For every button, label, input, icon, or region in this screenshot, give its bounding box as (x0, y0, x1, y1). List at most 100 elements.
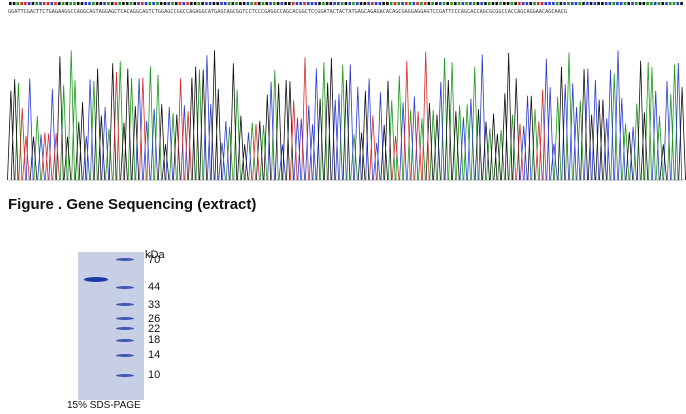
base-tick (54, 2, 57, 5)
base-tick (638, 2, 642, 5)
base-tick (250, 2, 253, 5)
base-tick (438, 2, 442, 5)
base-tick (389, 2, 393, 5)
base-tick (208, 2, 212, 5)
base-tick (12, 2, 16, 5)
figure-caption: Figure . Gene Sequencing (extract) (8, 196, 257, 213)
base-tick (69, 2, 72, 5)
base-tick (608, 2, 612, 5)
base-tick (401, 2, 404, 5)
marker-label: 33 (148, 298, 161, 311)
base-tick (148, 2, 152, 5)
marker-label: 10 (148, 369, 161, 382)
base-tick (593, 2, 597, 5)
base-tick (254, 2, 257, 5)
base-tick (152, 2, 155, 5)
base-tick (374, 2, 378, 5)
base-tick (352, 2, 355, 5)
base-tick (310, 2, 314, 5)
base-tick (239, 2, 242, 5)
base-tick (118, 2, 121, 5)
base-tick (476, 2, 480, 5)
gel-caption: 15% SDS-PAGE (67, 400, 141, 411)
base-tick (110, 2, 114, 5)
base-tick (529, 2, 533, 5)
base-tick (91, 2, 95, 5)
base-tick (280, 2, 284, 5)
base-tick (397, 2, 401, 5)
base-tick (84, 2, 88, 5)
marker-band (116, 285, 134, 289)
base-tick (604, 2, 608, 5)
base-tick (340, 2, 344, 5)
marker-label: 22 (148, 322, 161, 335)
base-tick (242, 2, 246, 5)
base-tick (457, 2, 461, 5)
kda-unit-label: kDa (145, 249, 165, 261)
marker-band (116, 303, 134, 307)
base-tick (231, 2, 235, 5)
base-tick (487, 2, 491, 5)
base-tick (291, 2, 295, 5)
base-tick (378, 2, 382, 5)
base-tick (676, 2, 680, 5)
trace-c (25, 50, 683, 181)
base-tick (386, 2, 389, 5)
base-tick (190, 2, 193, 5)
marker-band (116, 317, 134, 321)
base-tick (359, 2, 363, 5)
base-tick (559, 2, 563, 5)
base-tick (174, 2, 178, 5)
base-tick (95, 2, 99, 5)
base-tick (574, 2, 578, 5)
base-tick (431, 2, 434, 5)
base-tick (58, 2, 61, 5)
base-tick (178, 2, 182, 5)
trace-g (7, 50, 686, 181)
base-tick (205, 2, 208, 5)
base-sequence-text: GGATTCGACTTCTGAGAAGGCCAGGCAGTAGGAGCTCACA… (8, 9, 568, 15)
base-tick (295, 2, 299, 5)
base-tick (269, 2, 272, 5)
base-tick (435, 2, 438, 5)
base-tick (416, 2, 419, 5)
base-tick (276, 2, 280, 5)
base-tick (536, 2, 540, 5)
marker-label: 18 (148, 334, 161, 347)
base-tick (114, 2, 118, 5)
base-tick (634, 2, 638, 5)
base-tick (367, 2, 370, 5)
base-tick (427, 2, 431, 5)
base-tick (137, 2, 140, 5)
base-tick (186, 2, 189, 5)
base-tick (88, 2, 91, 5)
base-tick (284, 2, 287, 5)
base-tick (306, 2, 310, 5)
base-tick (171, 2, 174, 5)
base-tick (555, 2, 559, 5)
base-tick (616, 2, 619, 5)
base-tick (46, 2, 50, 5)
base-tick (506, 2, 510, 5)
base-tick (129, 2, 133, 5)
base-tick (548, 2, 551, 5)
base-tick (50, 2, 54, 5)
base-tick (325, 2, 329, 5)
base-tick (16, 2, 20, 5)
base-tick (265, 2, 269, 5)
base-tick (525, 2, 529, 5)
marker-label: 14 (148, 349, 161, 362)
chromatogram (7, 50, 686, 181)
base-tick (570, 2, 574, 5)
base-tick (321, 2, 325, 5)
base-tick (80, 2, 84, 5)
base-tick (76, 2, 80, 5)
base-tick (642, 2, 646, 5)
base-tick (518, 2, 521, 5)
base-tick (650, 2, 653, 5)
base-tick (167, 2, 171, 5)
base-color-bar (9, 2, 683, 5)
base-tick (257, 2, 261, 5)
base-tick (133, 2, 137, 5)
gel-background (78, 252, 144, 400)
